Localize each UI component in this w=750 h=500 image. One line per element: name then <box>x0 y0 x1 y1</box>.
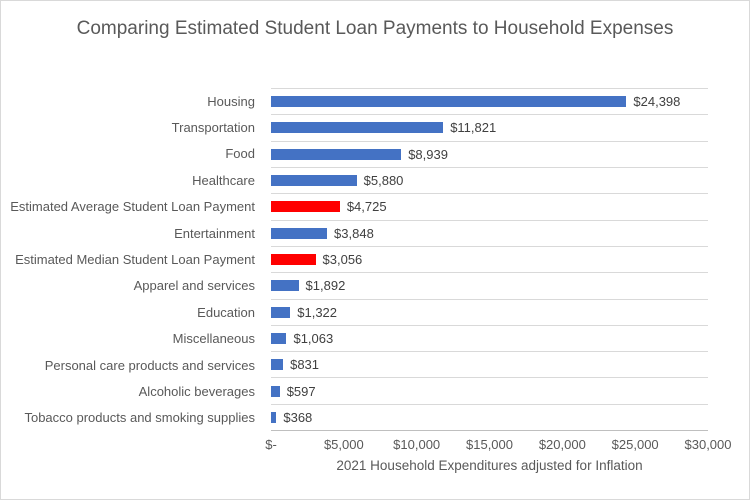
x-axis-tick-label: $- <box>265 437 277 452</box>
bar-row: $1,892 <box>271 272 708 298</box>
bar-row: $368 <box>271 403 708 430</box>
bar <box>271 254 316 266</box>
bar <box>271 201 340 213</box>
bar <box>271 306 291 318</box>
category-label: Healthcare <box>192 172 255 188</box>
bar-value-label: $831 <box>290 357 320 373</box>
bar-value-label: $3,848 <box>334 225 374 241</box>
bar-value-label: $24,398 <box>633 94 681 110</box>
bar-value-label: $11,821 <box>450 120 497 136</box>
category-axis-labels: Housing Transportation Food Healthcare Estim… <box>1 88 263 431</box>
bar-value-label: $3,056 <box>322 252 363 268</box>
category-label: Alcoholic beverages <box>138 383 255 399</box>
category-label: Miscellaneous <box>172 331 255 347</box>
bar <box>271 96 627 108</box>
bar <box>271 332 287 344</box>
bar <box>271 148 402 160</box>
x-axis-tick-label: $20,000 <box>538 437 586 452</box>
bar-row: $24,398 <box>271 88 708 114</box>
x-axis-tick-label: $15,000 <box>466 437 513 452</box>
bar-row: $4,725 <box>271 193 708 219</box>
bar <box>271 385 280 397</box>
bar-row: $1,063 <box>271 324 708 351</box>
chart-title-text: Comparing Estimated Student Loan Payment… <box>76 18 674 39</box>
bar-value-label: $4,725 <box>346 199 387 215</box>
category-label: Estimated Median Student Loan Payment <box>15 252 255 268</box>
bar-value-label: $1,892 <box>305 278 346 294</box>
x-axis-title: 2021 Household Expenditures adjusted for… <box>336 458 643 473</box>
x-axis-tick-label: $25,000 <box>611 437 659 452</box>
bar <box>271 122 444 134</box>
bar <box>271 227 328 239</box>
category-label: Education <box>197 304 255 320</box>
x-axis-tick-label: $10,000 <box>393 437 441 452</box>
bar-row: $8,939 <box>271 140 708 167</box>
bar <box>271 280 299 292</box>
bar <box>271 359 284 371</box>
bar-row: $597 <box>271 377 708 403</box>
bar-value-label: $8,939 <box>408 146 448 162</box>
bar <box>271 175 357 187</box>
bar <box>271 411 277 423</box>
bar-row: $831 <box>271 351 708 377</box>
bar-value-label: $1,063 <box>293 330 334 346</box>
bar-value-label: $368 <box>283 409 313 425</box>
category-label: Apparel and services <box>133 278 255 294</box>
category-label: Tobacco products and smoking supplies <box>24 410 255 426</box>
category-label: Estimated Average Student Loan Payment <box>10 199 255 215</box>
category-label: Transportation <box>171 120 255 136</box>
plot-area: $24,398 $11,821 $8,939 $5,880 $4,725 $3,848 $3… <box>271 88 708 431</box>
category-label: Food <box>225 146 255 162</box>
bar-row: $3,056 <box>271 245 708 272</box>
bar-row: $5,880 <box>271 166 708 193</box>
bar-value-label: $1,322 <box>297 304 338 320</box>
category-label: Housing <box>207 93 255 109</box>
x-axis-tick-label: $5,000 <box>323 437 364 452</box>
x-axis-ticks: $- $5,000 $10,000 $15,000 $20,000 $25,000 $30,… <box>265 437 731 453</box>
x-axis-tick-label: $30,000 <box>684 437 732 452</box>
bar-row: $1,322 <box>271 298 708 325</box>
bar-row: $11,821 <box>271 114 708 140</box>
bar-row: $3,848 <box>271 219 708 246</box>
category-label: Entertainment <box>174 225 255 241</box>
chart-title: Comparing Estimated Student Loan Payment… <box>1 15 749 43</box>
bar-value-label: $5,880 <box>363 173 404 189</box>
bar-value-label: $597 <box>286 383 316 399</box>
category-label: Personal care products and services <box>44 357 255 373</box>
